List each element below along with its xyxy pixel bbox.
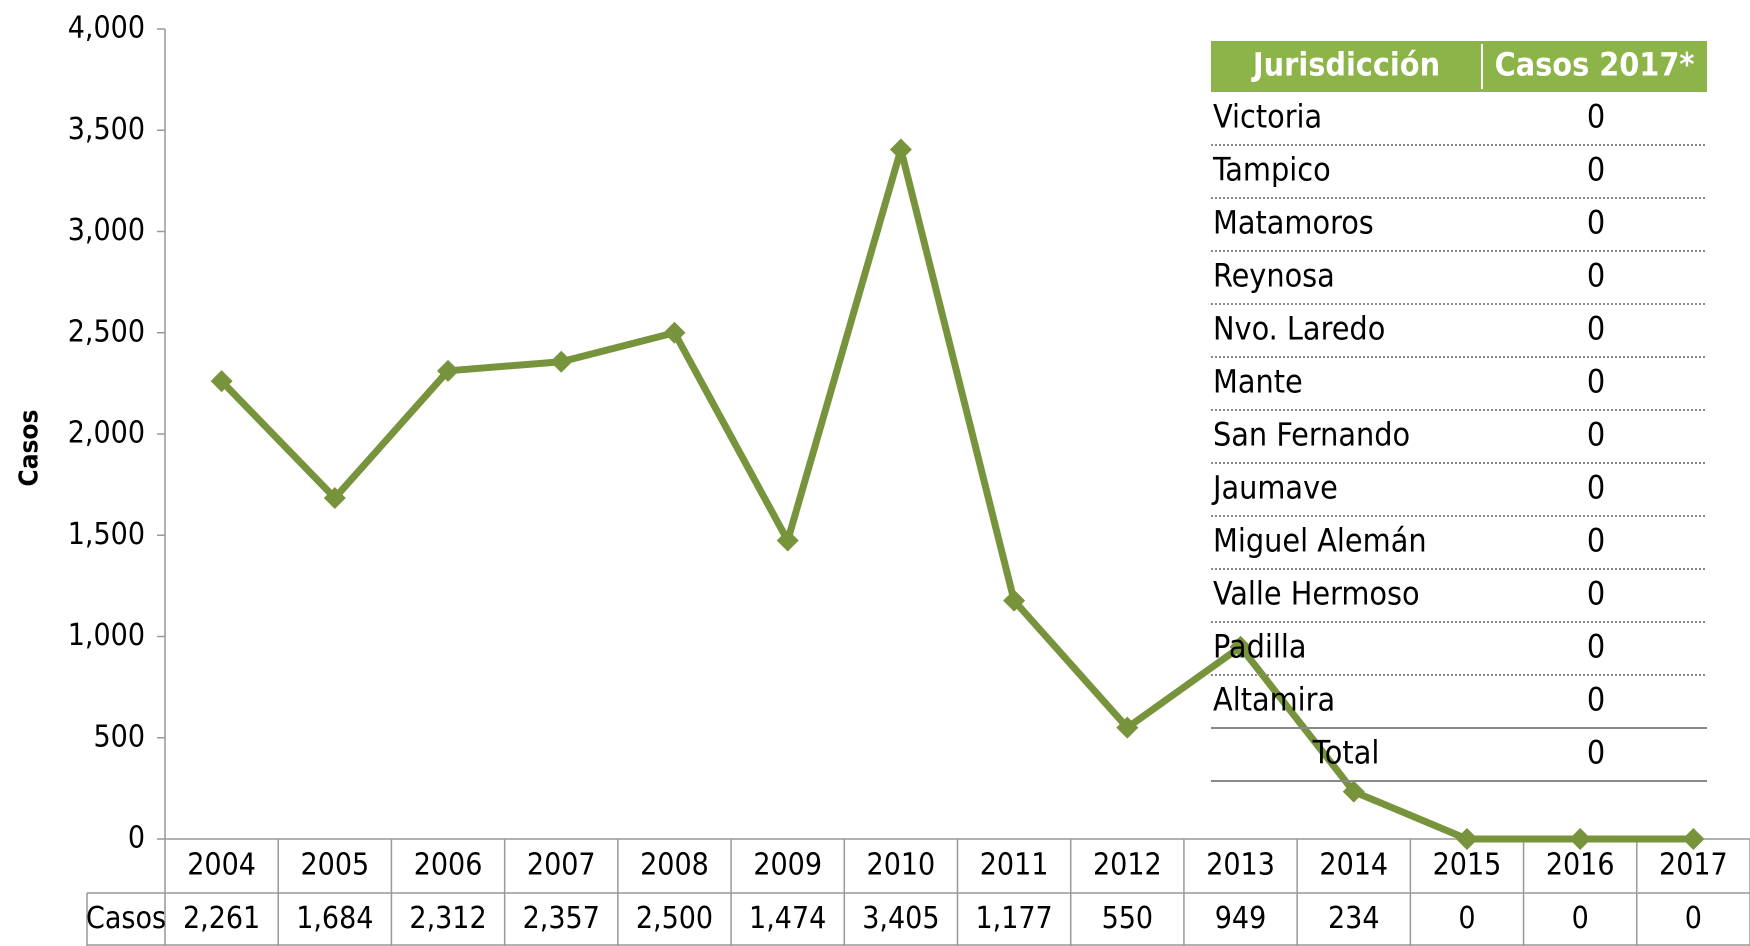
table-cell: 0	[1587, 628, 1605, 666]
table-cell: Matamoros	[1213, 204, 1374, 242]
table-cell: Padilla	[1213, 628, 1306, 666]
table-cell: Valle Hermoso	[1213, 575, 1420, 613]
x-tick-label: 2015	[1433, 848, 1502, 883]
table-cell: 0	[1587, 681, 1605, 719]
y-tick-label: 1,500	[68, 517, 145, 552]
x-tick-label: 2012	[1093, 848, 1162, 883]
table-cell: Tampico	[1212, 151, 1331, 189]
value-label: 0	[1685, 901, 1702, 936]
value-label: 550	[1102, 901, 1154, 936]
marker	[889, 138, 912, 161]
table-cell: 0	[1587, 204, 1605, 242]
value-label: 1,177	[975, 901, 1052, 936]
value-label: 0	[1572, 901, 1589, 936]
value-label: 2,500	[636, 901, 713, 936]
x-tick-label: 2010	[867, 848, 936, 883]
marker	[1342, 780, 1365, 803]
y-tick-label: 2,500	[68, 314, 145, 349]
table-cell: Victoria	[1213, 98, 1322, 136]
table-cell: 0	[1587, 363, 1605, 401]
table-cell: 0	[1587, 98, 1605, 136]
marker	[437, 359, 460, 382]
table-cell: 0	[1587, 310, 1605, 348]
y-tick-label: 3,500	[68, 112, 145, 147]
x-tick-label: 2007	[527, 848, 596, 883]
x-tick-label: 2006	[414, 848, 483, 883]
value-label: 949	[1215, 901, 1267, 936]
y-tick-label: 3,000	[68, 213, 145, 248]
value-label: 1,684	[296, 901, 373, 936]
y-tick-label: 0	[128, 821, 145, 856]
x-tick-label: 2016	[1546, 848, 1615, 883]
table-cell: Reynosa	[1213, 257, 1335, 295]
marker	[1003, 589, 1026, 612]
table-cell: Miguel Alemán	[1213, 522, 1427, 560]
value-label: 1,474	[749, 901, 826, 936]
table-total: 0	[1587, 734, 1605, 772]
table-cell: 0	[1587, 416, 1605, 454]
y-tick-label: 500	[93, 719, 145, 754]
marker	[1455, 828, 1478, 850]
x-tick-label: 2005	[300, 848, 369, 883]
table-cell: Mante	[1213, 363, 1303, 401]
row-header: Casos	[86, 901, 166, 936]
value-label: 234	[1328, 901, 1380, 936]
table-cell: 0	[1587, 257, 1605, 295]
table-cell: 0	[1587, 575, 1605, 613]
series-line	[219, 145, 1694, 843]
x-tick-label: 2011	[980, 848, 1049, 883]
x-tick-label: 2008	[640, 848, 709, 883]
table-cell: Nvo. Laredo	[1213, 310, 1385, 348]
value-label: 3,405	[862, 901, 939, 936]
marker	[776, 529, 799, 552]
x-tick-label: 2014	[1319, 848, 1388, 883]
marker	[323, 486, 346, 509]
table-cell: Jaumave	[1211, 469, 1338, 507]
marker	[210, 370, 233, 393]
table-cell: 0	[1587, 469, 1605, 507]
marker	[1116, 716, 1139, 739]
table-cell: 0	[1587, 151, 1605, 189]
x-tick-label: 2013	[1206, 848, 1275, 883]
marker	[1682, 828, 1705, 850]
value-label: 2,357	[523, 901, 600, 936]
marker	[1569, 828, 1592, 850]
table-cell: Altamira	[1213, 681, 1335, 719]
value-label: 2,261	[183, 901, 260, 936]
table-cell: 0	[1587, 522, 1605, 560]
x-tick-label: 2004	[187, 848, 256, 883]
value-label: 0	[1458, 901, 1475, 936]
table-header-bg	[1211, 41, 1707, 92]
value-label: 2,312	[409, 901, 486, 936]
x-tick-label: 2009	[753, 848, 822, 883]
y-axis-label: Casos	[15, 410, 45, 487]
x-tick-label: 2017	[1659, 848, 1728, 883]
table-total: Total	[1312, 734, 1380, 772]
y-tick-label: 2,000	[68, 416, 145, 451]
marker	[550, 350, 573, 373]
table-header: Jurisdicción	[1251, 46, 1440, 84]
table-header: Casos 2017*	[1495, 46, 1695, 84]
marker	[1229, 635, 1252, 658]
y-tick-label: 1,000	[68, 618, 145, 653]
marker	[663, 321, 686, 344]
table-cell: San Fernando	[1213, 416, 1410, 454]
y-tick-label: 4,000	[68, 11, 145, 46]
